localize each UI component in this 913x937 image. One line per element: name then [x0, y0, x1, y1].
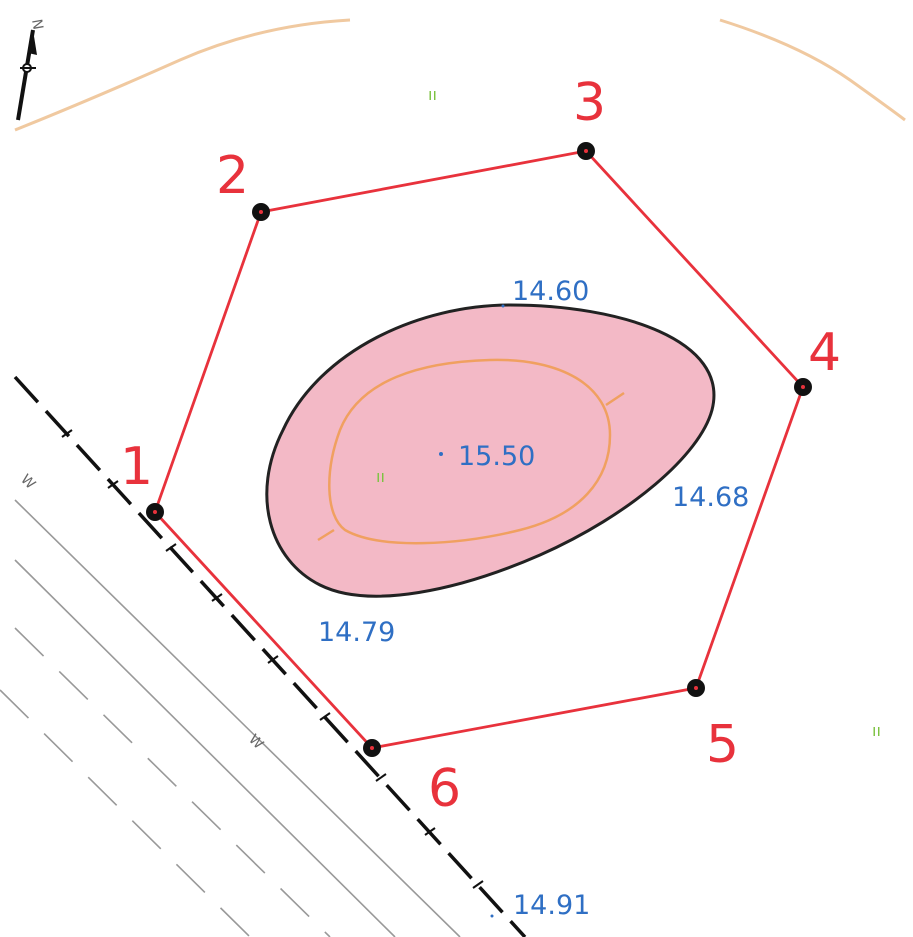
vertex-point-6: [363, 739, 381, 757]
road-mark-1: W: [17, 472, 38, 493]
elevation-point-top: [501, 304, 505, 308]
terrain-curve-left: [14, 18, 351, 132]
vertex-point-4: [794, 378, 812, 396]
vertex-label-5: 5: [706, 715, 739, 775]
road-mark-2: W: [245, 732, 266, 753]
elevation-bottom: 14.91: [513, 890, 590, 921]
vertex-markers: [146, 142, 812, 757]
north-arrow-icon: N: [16, 18, 46, 121]
vertex-label-6: 6: [428, 759, 461, 819]
summit-point: [439, 452, 443, 456]
vertex-point-1: [146, 503, 164, 521]
north-label: N: [28, 18, 46, 31]
grass-symbol-center: ıı: [376, 467, 385, 486]
contour-tick-left: [317, 528, 335, 542]
vertex-point-3: [577, 142, 595, 160]
elevation-left: 14.79: [318, 617, 395, 648]
road-lines: [0, 499, 461, 937]
vertex-point-5: [687, 679, 705, 697]
vertex-point-2: [252, 203, 270, 221]
hill-area: [265, 303, 716, 598]
vertex-label-3: 3: [573, 73, 606, 133]
terrain-curve-right: [719, 18, 906, 122]
property-boundary-line: [13, 375, 527, 937]
vertex-label-1: 1: [120, 437, 153, 497]
contour-tick-right: [605, 391, 625, 407]
grass-symbol-right: ıı: [872, 721, 881, 740]
vertex-label-2: 2: [216, 146, 249, 206]
grass-symbol-top: ıı: [428, 85, 437, 104]
elevation-summit: 15.50: [458, 441, 535, 472]
elevation-right: 14.68: [672, 482, 749, 513]
elevation-point-bottom: [490, 914, 494, 918]
elevation-top: 14.60: [512, 276, 589, 307]
vertex-label-4: 4: [808, 323, 841, 383]
contour-line: [328, 358, 612, 545]
